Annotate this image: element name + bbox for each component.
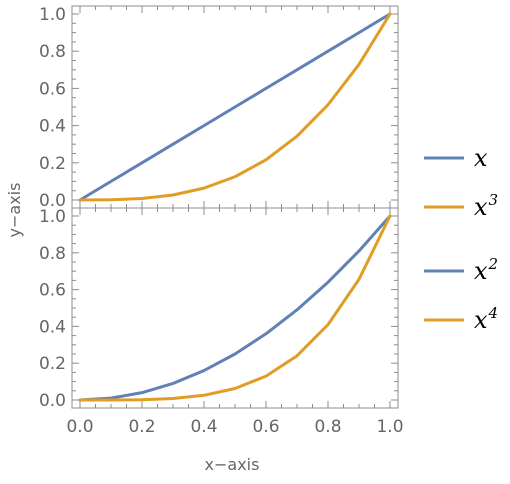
legend-exponent: 4: [488, 304, 499, 322]
series-line-x3: [78, 12, 392, 202]
y-tick-label: 0.0: [39, 191, 66, 211]
plot-frame-bottom: [71, 207, 399, 409]
legend-label: x3: [474, 191, 498, 221]
y-axis-label: y−axis: [5, 183, 24, 238]
legend-label: x2: [474, 255, 498, 285]
legend-exponent: 3: [489, 191, 499, 209]
legend: x x3 x2 x4: [424, 144, 498, 334]
x-tick-label: 0.2: [128, 417, 155, 437]
y-tick-label: 0.6: [39, 79, 66, 99]
y-tick-label: 0.6: [39, 281, 66, 301]
series-line-x: [78, 12, 392, 202]
x-tick-label: 0.8: [314, 417, 341, 437]
x-tick-label: 1.0: [376, 417, 403, 437]
y-tick-label: 0.2: [39, 354, 66, 374]
series-line-x2: [78, 214, 392, 402]
x-tick-label: 0.0: [66, 417, 93, 437]
x-tick-label: 0.4: [190, 417, 217, 437]
legend-label: x: [474, 144, 488, 172]
y-tick-label: 0.2: [39, 154, 66, 174]
y-tick-label: 0.0: [39, 391, 66, 411]
y-tick-label: 1.0: [39, 207, 66, 227]
panel-bottom: 0.0 0.2 0.4 0.6 0.8 1.0 0.0 0.2 0.4 0.6 0.8 1.0: [39, 207, 404, 437]
series-line-x4: [78, 214, 392, 402]
panel-top: 0.0 0.2 0.4 0.6 0.8 1.0: [39, 5, 399, 211]
y-tick-label: 0.8: [39, 244, 66, 264]
legend-exponent: 2: [488, 255, 499, 273]
plot-panels: 0.00.20.40.60.81.00.00.20.40.60.81.00.0 0…: [39, 5, 404, 437]
y-tick-label: 0.4: [39, 317, 66, 337]
y-tick-label: 0.8: [39, 42, 66, 62]
legend-label: x4: [474, 304, 498, 334]
y-tick-label: 1.0: [39, 5, 66, 25]
x-tick-label: 0.6: [252, 417, 279, 437]
y-tick-label: 0.4: [39, 117, 66, 137]
x-axis-label: x−axis: [205, 455, 260, 474]
